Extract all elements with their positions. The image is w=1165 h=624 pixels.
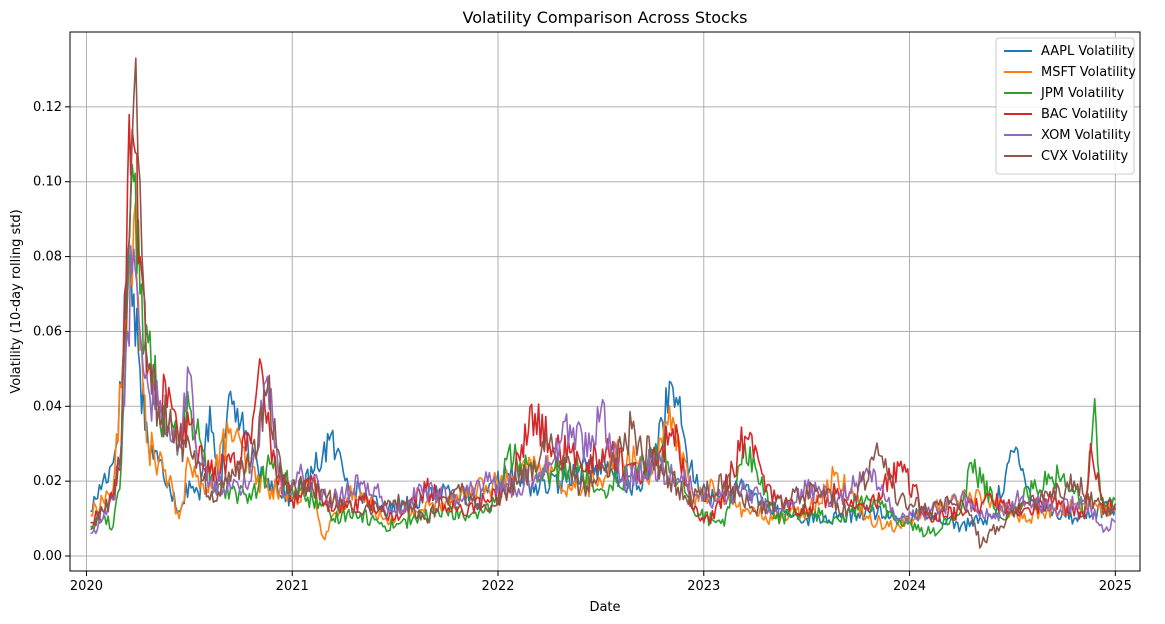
legend-label: JPM Volatility xyxy=(1040,86,1124,101)
y-tick-label: 0.00 xyxy=(33,549,62,564)
x-tick-label: 2020 xyxy=(70,579,103,594)
legend-label: MSFT Volatility xyxy=(1041,65,1136,80)
x-tick-label: 2021 xyxy=(276,579,309,594)
legend: AAPL Volatility MSFT Volatility JPM Volati… xyxy=(995,37,1136,175)
legend-label: AAPL Volatility xyxy=(1041,44,1135,59)
legend-label: XOM Volatility xyxy=(1041,128,1131,143)
x-tick-label: 2023 xyxy=(687,579,720,594)
y-tick-label: 0.02 xyxy=(33,474,62,489)
y-axis-label: Volatility (10-day rolling std) xyxy=(9,209,24,393)
grid-layer xyxy=(70,32,1140,571)
x-tick-label: 2024 xyxy=(893,579,926,594)
series-line-bac xyxy=(90,113,1117,525)
y-tick-label: 0.12 xyxy=(33,100,62,115)
series-line-jpm xyxy=(90,163,1116,538)
plot-frame xyxy=(69,31,1141,572)
x-tick-label: 2022 xyxy=(481,579,514,594)
y-tick-label: 0.10 xyxy=(33,175,62,190)
y-tick-label: 0.08 xyxy=(33,250,62,265)
legend-label: CVX Volatility xyxy=(1041,149,1128,164)
tick-layer: 2020 2021 2022 2023 2024 2025 0.00 0.02 0.04 0.06… xyxy=(33,100,1132,594)
legend-label: BAC Volatility xyxy=(1041,107,1128,122)
series-line-cvx xyxy=(90,57,1116,549)
y-tick-label: 0.04 xyxy=(33,399,62,414)
x-axis-label: Date xyxy=(589,600,620,615)
chart-title: Volatility Comparison Across Stocks xyxy=(463,8,748,27)
y-tick-label: 0.06 xyxy=(33,324,62,339)
series-layer xyxy=(90,57,1117,549)
x-tick-label: 2025 xyxy=(1099,579,1132,594)
